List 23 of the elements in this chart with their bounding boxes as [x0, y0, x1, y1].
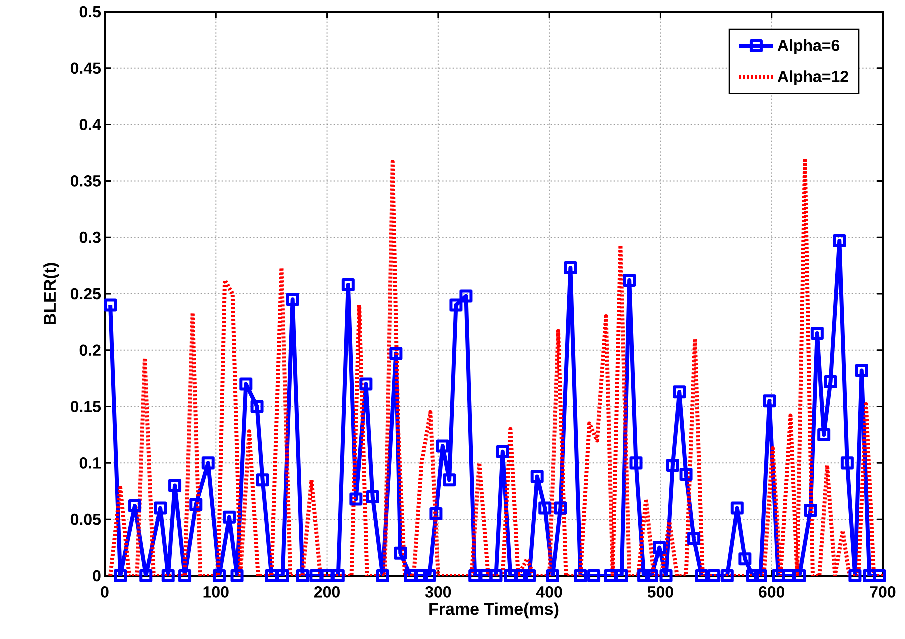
y-tick-label: 0.1	[80, 458, 102, 469]
x-tick-label: 200	[314, 586, 340, 598]
y-tick-label: 0.45	[70, 62, 102, 74]
y-axis-title: BLER(t)	[44, 263, 60, 324]
x-tick-label: 400	[536, 586, 562, 598]
y-tick-label: 0.35	[70, 176, 102, 187]
x-tick-label: 500	[648, 586, 674, 598]
y-tick-label: 0.05	[70, 514, 102, 526]
y-tick-label: 0.5	[80, 6, 102, 18]
y-tick-label: 0.3	[80, 232, 101, 244]
y-tick-label: 0.25	[70, 288, 102, 300]
x-tick-label: 0	[101, 586, 109, 598]
y-tick-label: 0	[93, 570, 101, 582]
x-tick-label: 100	[204, 586, 229, 598]
y-tick-label: 0.15	[70, 401, 102, 412]
y-tick-label: 0.4	[80, 119, 102, 130]
legend-label: Alpha=6	[778, 40, 840, 54]
x-axis-title: Frame Time(ms)	[430, 602, 559, 619]
x-tick-label: 300	[425, 586, 452, 598]
legend-label: Alpha=12	[778, 70, 848, 86]
y-tick-label: 0.2	[80, 344, 101, 356]
x-tick-label: 600	[759, 586, 785, 598]
x-tick-label: 700	[870, 586, 896, 598]
